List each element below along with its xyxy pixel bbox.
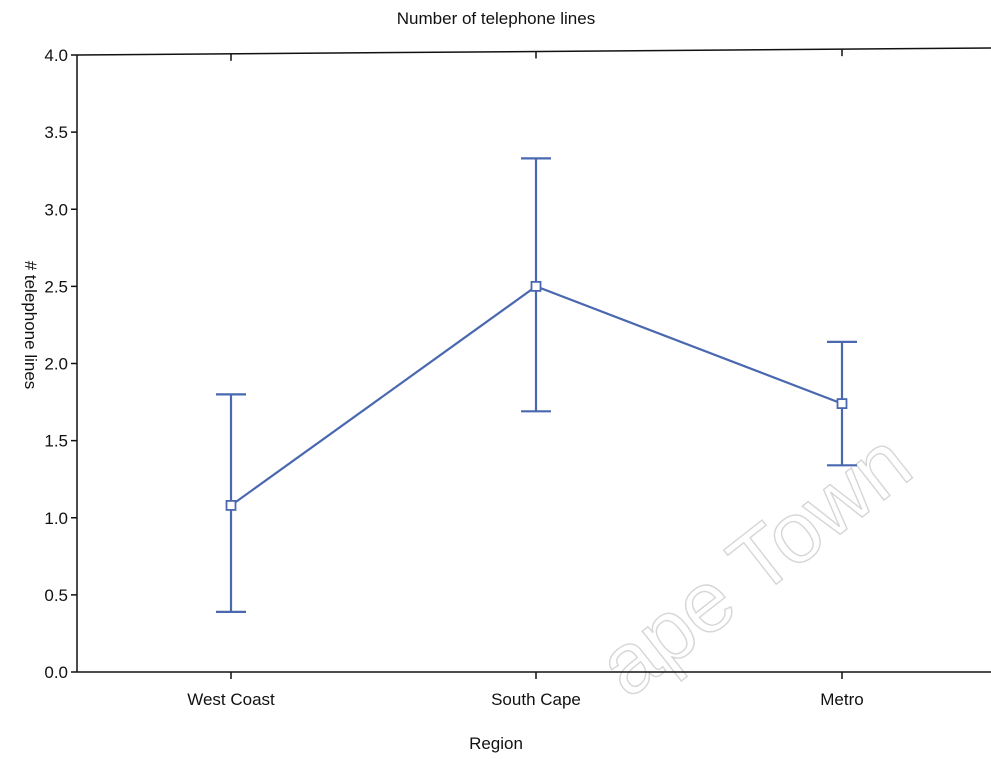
watermark-text: ape Town [581,414,929,715]
data-point [836,398,848,410]
data-point [530,280,542,292]
y-tick-label: 3.0 [44,200,68,219]
x-tick-label: Metro [820,690,863,709]
y-axis-ticks: 0.0 0.5 1.0 1.5 2.0 2.5 3.0 3.5 4.0 [44,46,77,682]
x-tick-label: West Coast [187,690,275,709]
chart-title: Number of telephone lines [397,9,595,28]
y-tick-label: 0.5 [44,586,68,605]
y-axis-title: # telephone lines [21,261,40,390]
series-layer [216,157,857,613]
axes [76,47,991,673]
y-tick-label: 1.0 [44,509,68,528]
watermark: ape Town [580,413,929,716]
y-tick-label: 3.5 [44,123,68,142]
x-tick-label: South Cape [491,690,581,709]
top-frame-line [76,47,991,56]
y-tick-label: 1.5 [44,432,68,451]
y-tick-label: 2.0 [44,355,68,374]
y-tick-label: 4.0 [44,46,68,65]
data-point [225,500,237,511]
x-axis-ticks: West Coast South Cape Metro [187,49,864,709]
x-axis-title: Region [469,734,523,753]
y-tick-label: 0.0 [44,663,68,682]
y-tick-label: 2.5 [44,277,68,296]
